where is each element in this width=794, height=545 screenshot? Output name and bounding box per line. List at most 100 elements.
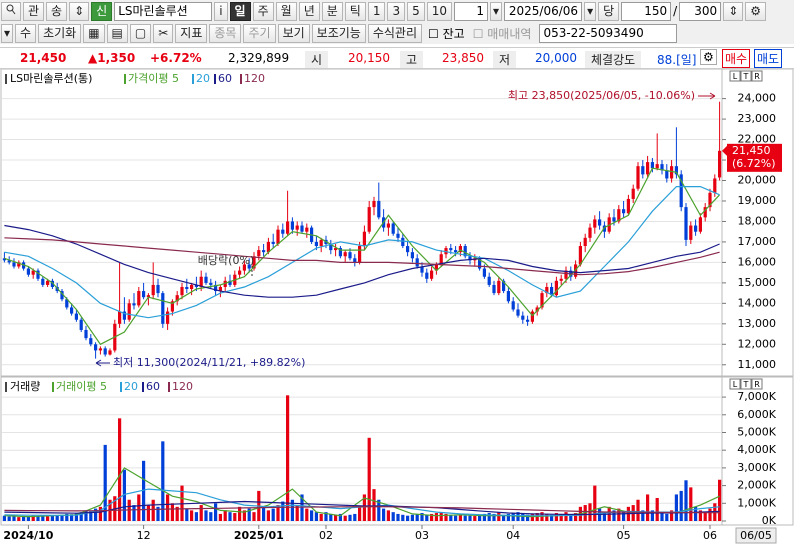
candle-body <box>223 280 227 287</box>
volume-bar <box>305 508 309 521</box>
volume-bar <box>372 489 376 521</box>
candle-body <box>516 309 520 316</box>
x-tick-label: 02 <box>319 529 333 542</box>
icon-button[interactable]: ✂ <box>153 23 174 43</box>
icon-button[interactable]: ▢ <box>129 23 152 43</box>
candle-body <box>257 250 261 257</box>
volume-bar <box>718 479 722 521</box>
info-button[interactable]: i <box>214 1 228 21</box>
volume-bar <box>674 494 678 521</box>
button[interactable]: 수 <box>15 23 37 43</box>
volume-bar <box>65 513 69 521</box>
interval-button[interactable]: 5 <box>407 1 425 21</box>
button[interactable]: 당 <box>598 1 620 21</box>
buy-button[interactable]: 매수 <box>722 49 751 68</box>
settings-button[interactable]: ⚙ <box>745 1 767 21</box>
volume-bar <box>12 516 16 521</box>
candle-body <box>410 252 414 259</box>
icon-button[interactable]: ▦ <box>83 23 105 43</box>
period-button[interactable]: 일 <box>229 1 251 21</box>
candle-body <box>65 299 69 308</box>
candle-body <box>641 166 645 175</box>
dropdown[interactable]: ▾ <box>1 23 14 43</box>
candle-body <box>295 225 299 230</box>
y-tick-label: 23,000 <box>738 112 777 125</box>
volume-bar <box>228 512 232 521</box>
volume-bar <box>314 512 318 521</box>
volume-bar <box>502 514 506 521</box>
volume-bar <box>646 494 650 521</box>
period-button[interactable]: 년 <box>298 1 320 21</box>
period-button[interactable]: 월 <box>275 1 297 21</box>
candle-body <box>94 344 98 351</box>
volume-bar <box>487 513 491 521</box>
settings-button[interactable]: ⚙ <box>700 49 717 65</box>
button[interactable]: 주기 <box>243 23 276 43</box>
volume-bar <box>31 515 35 521</box>
candle-body <box>142 291 146 298</box>
volume: 2,329,899 <box>228 51 290 65</box>
button[interactable]: 관 <box>23 1 45 21</box>
button[interactable]: 지표 <box>175 23 208 43</box>
candle-body <box>703 207 707 218</box>
volume-bar <box>703 512 707 521</box>
high: 23,850 <box>442 51 484 65</box>
y-tick-label: 3,000K <box>737 461 776 474</box>
account-select[interactable]: 053-22-5093490 <box>539 23 678 43</box>
button[interactable]: 종목 <box>209 23 242 43</box>
period-button[interactable]: 틱 <box>344 1 366 21</box>
volume-bar <box>511 513 515 521</box>
button[interactable]: 송 <box>46 1 68 21</box>
candle-body <box>132 303 136 306</box>
candle-body <box>679 174 683 208</box>
y-tick-label: 13,000 <box>738 317 777 330</box>
volume-bar <box>209 512 213 521</box>
volume-bar <box>132 505 136 521</box>
market-badge[interactable]: 신 <box>91 1 113 21</box>
button[interactable]: 수식관리 <box>367 23 423 43</box>
button[interactable]: 보기 <box>277 23 310 43</box>
count-input[interactable]: 150 <box>621 1 672 21</box>
button[interactable]: 보조기능 <box>311 23 366 43</box>
interval-button[interactable]: 10 <box>426 1 453 21</box>
interval-button[interactable]: 3 <box>387 1 406 21</box>
candle-body <box>2 258 6 261</box>
candle-body <box>17 262 21 267</box>
candle-body <box>271 241 275 244</box>
icon-button[interactable]: ▤ <box>106 23 128 43</box>
sell-button[interactable]: 매도 <box>754 49 783 68</box>
candle-body <box>252 256 256 269</box>
volume-bar <box>300 494 304 521</box>
search-button[interactable] <box>1 1 21 21</box>
dropdown[interactable]: ▾ <box>490 1 503 21</box>
dropdown[interactable]: ▾ <box>584 1 597 21</box>
volume-bar <box>170 503 174 521</box>
button[interactable]: 초기화 <box>38 23 82 43</box>
candle-body <box>348 252 352 259</box>
stock-name[interactable]: LS마린솔루션 <box>114 1 213 21</box>
candle-body <box>262 250 266 253</box>
period-button[interactable]: 분 <box>321 1 343 21</box>
candle-body <box>46 280 50 285</box>
spin-button[interactable]: ⇕ <box>723 1 744 21</box>
volume-bar <box>521 513 525 521</box>
period-button[interactable]: 주 <box>252 1 274 21</box>
candle-body <box>540 293 544 308</box>
volume-bar <box>660 512 664 521</box>
interval-button[interactable]: 1 <box>367 1 386 21</box>
spin-button[interactable]: ⇕ <box>69 1 90 21</box>
candle-body <box>70 307 74 314</box>
date-input[interactable]: 2025/06/06 <box>504 1 583 21</box>
volume-bar <box>161 441 165 521</box>
volume-bar <box>636 499 640 521</box>
volume-bar <box>290 499 294 521</box>
moving-average <box>4 237 720 276</box>
candle-body <box>396 233 400 238</box>
interval-input[interactable]: 1 <box>454 1 489 21</box>
checkbox[interactable]: ☐ 매매내역 <box>472 26 532 41</box>
candle-body <box>487 276 491 285</box>
volume-bar <box>463 515 467 521</box>
count-input[interactable]: 300 <box>679 1 722 21</box>
checkbox[interactable]: ☐ 잔고 <box>428 26 465 41</box>
